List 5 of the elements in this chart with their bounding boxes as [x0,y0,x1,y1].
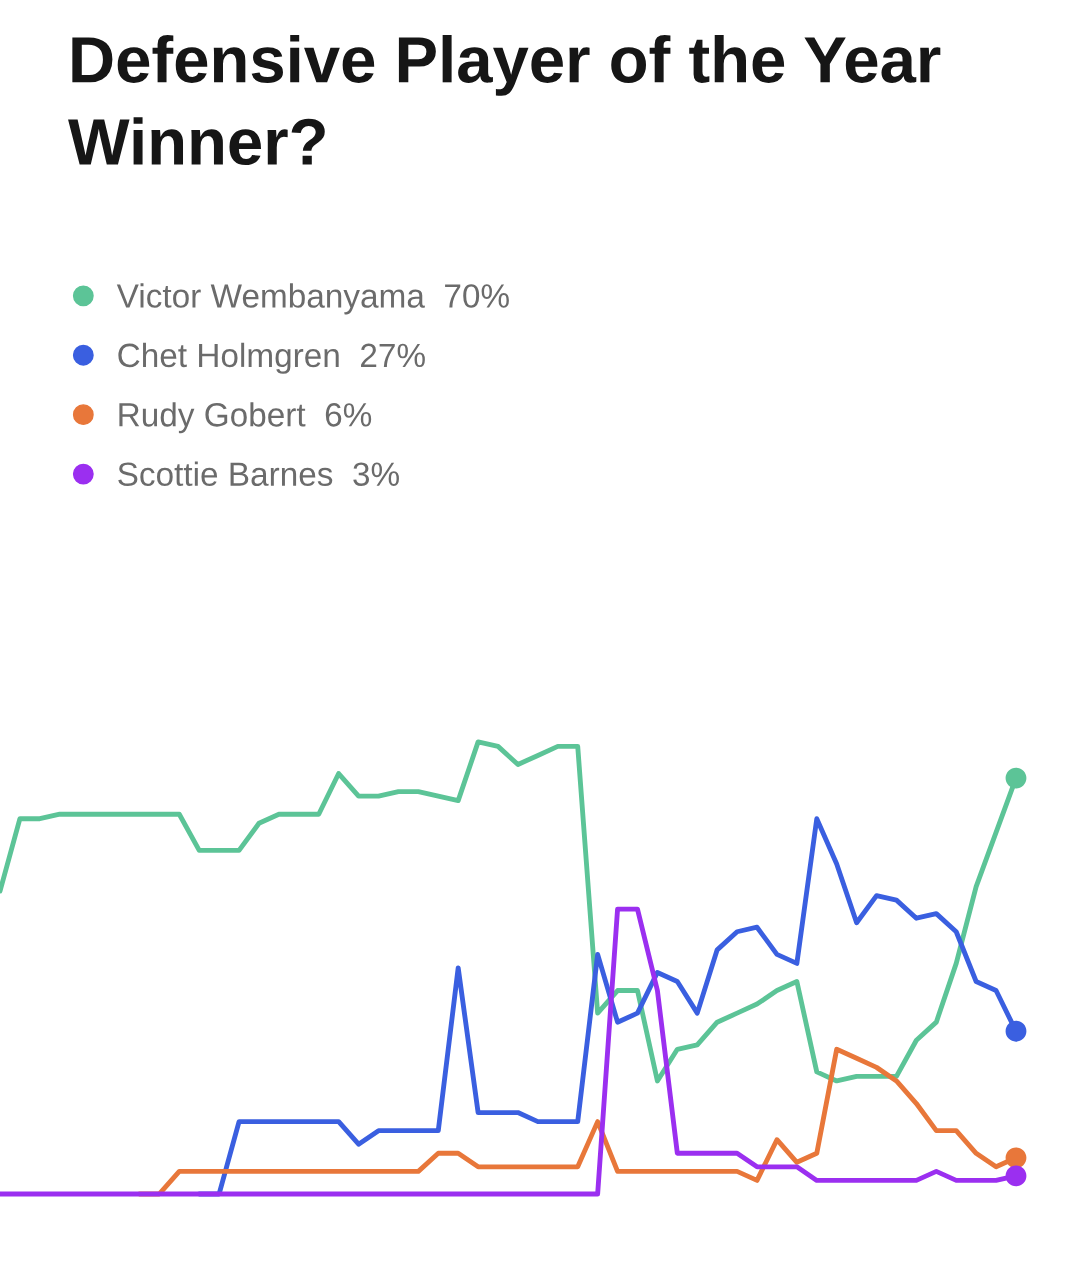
legend-label: Rudy Gobert 6% [119,402,372,434]
legend-label: Victor Wembanyama 70% [116,283,509,315]
chart-title: Defensive Player of the Year Winner? [68,35,941,166]
legend-label: Chet Holmgren 27% [118,342,425,374]
legend-label: Scottie Barnes 3% [118,461,399,487]
